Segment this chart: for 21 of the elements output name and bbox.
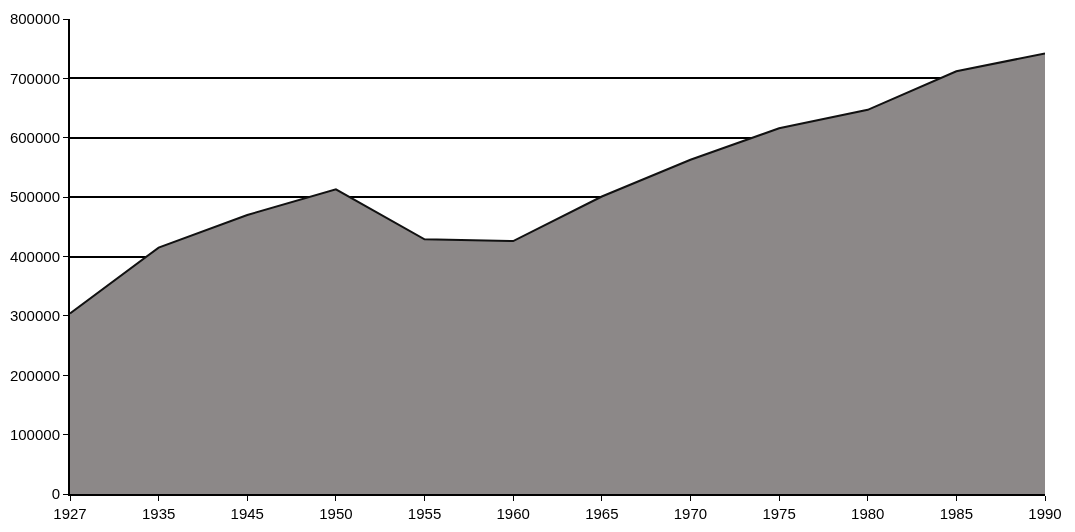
y-tick-label: 0 bbox=[51, 485, 60, 503]
x-tick-label: 1955 bbox=[407, 505, 442, 522]
y-tick-label: 400000 bbox=[9, 247, 60, 265]
x-tick-label: 1960 bbox=[496, 505, 530, 522]
x-tick-label: 1927 bbox=[53, 505, 87, 522]
y-tick-label: 300000 bbox=[9, 307, 60, 325]
y-tick-label: 800000 bbox=[9, 10, 60, 28]
y-tick-label: 200000 bbox=[9, 366, 60, 384]
x-tick-label: 1975 bbox=[762, 505, 796, 522]
x-tick-label: 1935 bbox=[141, 505, 176, 522]
y-tick-label: 500000 bbox=[9, 188, 60, 206]
x-tick-label: 1945 bbox=[230, 505, 264, 522]
y-tick-label: 600000 bbox=[9, 129, 60, 146]
x-tick-label: 1980 bbox=[851, 505, 885, 522]
x-tick-label: 1950 bbox=[319, 505, 353, 522]
y-tick-label: 700000 bbox=[9, 69, 60, 87]
x-tick-label: 1965 bbox=[585, 505, 619, 522]
x-tick-label: 1970 bbox=[673, 505, 708, 522]
x-tick-label: 1990 bbox=[1028, 505, 1062, 522]
x-tick-label: 1985 bbox=[939, 505, 974, 522]
y-tick-label: 100000 bbox=[9, 425, 60, 443]
